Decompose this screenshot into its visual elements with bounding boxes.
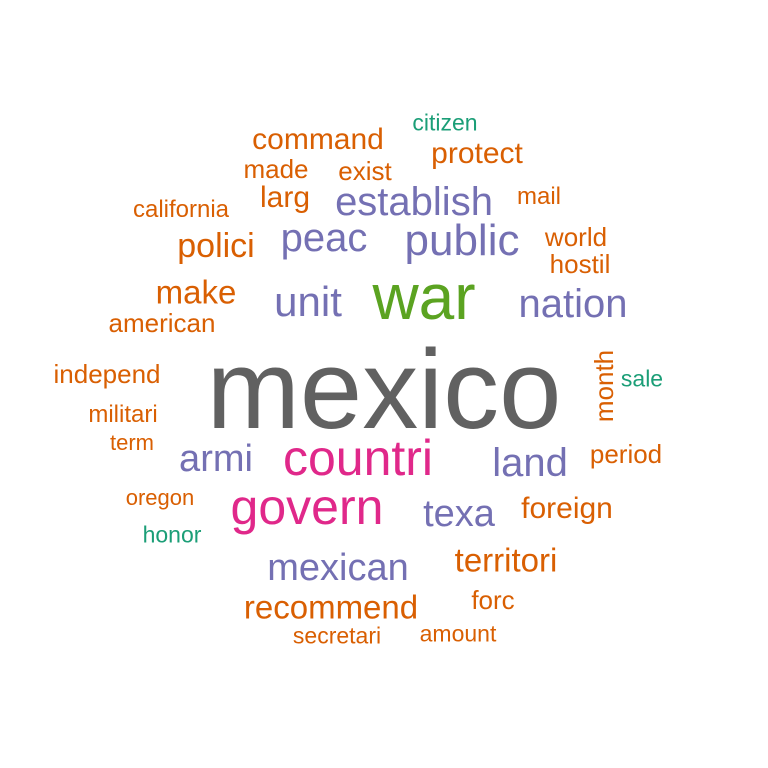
word-peac: peac xyxy=(280,216,368,260)
word-honor: honor xyxy=(142,521,202,548)
word-exist: exist xyxy=(338,156,392,186)
word-larg: larg xyxy=(259,181,311,214)
word-protect: protect xyxy=(431,137,523,170)
word-amount: amount xyxy=(419,620,497,647)
word-mexican: mexican xyxy=(267,547,409,589)
word-command: command xyxy=(252,123,384,156)
word-oregon: oregon xyxy=(125,485,195,510)
word-foreign: foreign xyxy=(521,492,613,525)
word-public: public xyxy=(404,216,520,265)
word-mail: mail xyxy=(516,183,562,210)
word-territori: territori xyxy=(454,541,558,579)
word-american: american xyxy=(108,308,216,338)
word-secretari: secretari xyxy=(292,622,382,649)
word-land: land xyxy=(492,441,568,485)
word-govern: govern xyxy=(230,479,384,535)
word-militari: militari xyxy=(88,401,158,428)
word-california: california xyxy=(132,196,230,223)
word-hostil: hostil xyxy=(549,249,611,279)
word-establish: establish xyxy=(335,180,493,224)
word-made: made xyxy=(243,154,309,184)
word-polici: polici xyxy=(177,227,255,265)
word-war: war xyxy=(372,261,476,333)
word-armi: armi xyxy=(179,438,253,480)
word-mexico: mexico xyxy=(206,327,562,452)
word-sale: sale xyxy=(620,365,664,392)
word-independ: independ xyxy=(53,359,161,389)
word-countri: countri xyxy=(282,430,434,486)
word-recommend: recommend xyxy=(243,588,419,626)
word-period: period xyxy=(589,439,663,469)
word-world: world xyxy=(544,222,608,252)
word-forc: forc xyxy=(471,585,515,615)
word-month: month xyxy=(589,349,619,423)
word-term: term xyxy=(110,430,154,455)
word-unit: unit xyxy=(274,278,342,325)
word-nation: nation xyxy=(518,282,628,326)
word-make: make xyxy=(155,273,237,311)
word-citizen: citizen xyxy=(412,109,478,136)
word-texa: texa xyxy=(423,493,495,535)
